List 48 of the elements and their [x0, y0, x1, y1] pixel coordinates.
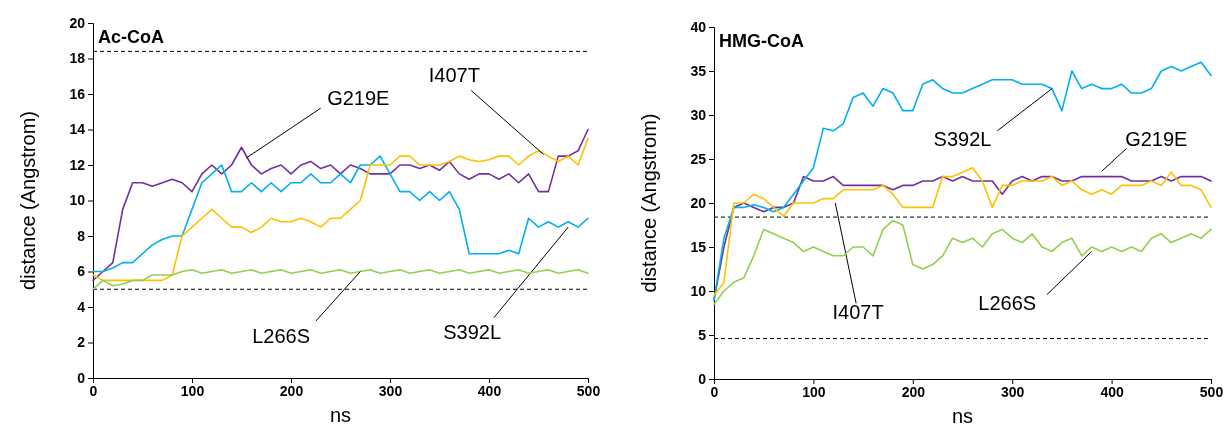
y-tick-label: 4: [77, 298, 86, 315]
text: S392L: [443, 320, 502, 343]
y-tick-label: 14: [69, 121, 86, 138]
y-tick-label: 2: [77, 334, 86, 351]
x-tick-label: 500: [1199, 383, 1224, 400]
y-tick-label: 12: [69, 156, 86, 173]
x-tick-label: 100: [180, 382, 205, 399]
y-tick-label: 0: [77, 369, 86, 386]
y-tick-label: 25: [690, 150, 707, 167]
y-tick-label: 20: [69, 14, 86, 31]
x-tick-label: 200: [901, 383, 926, 400]
y-tick-label: 18: [69, 50, 86, 67]
x-tick-label: 400: [477, 382, 502, 399]
line-series: [92, 268, 589, 291]
chart-title: HMG-CoA: [719, 31, 804, 51]
y-tick-label: 30: [690, 106, 707, 123]
x-tick-label: 100: [802, 383, 826, 400]
x-axis-title: ns: [329, 404, 352, 426]
x-tick-label: 0: [710, 383, 719, 400]
series-label: G219E: [1125, 127, 1188, 150]
x-tick-label: 400: [1100, 383, 1124, 400]
text: L266S: [252, 324, 311, 347]
x-axis-title: ns: [951, 405, 974, 427]
x-tick-label: 300: [378, 382, 403, 399]
text: G219E: [327, 86, 390, 109]
text: L266S: [978, 292, 1037, 315]
text: I407T: [428, 63, 480, 86]
line-series: [92, 155, 589, 273]
y-tick-label: 8: [77, 227, 86, 244]
chart-title: Ac-CoA: [98, 27, 164, 47]
x-tick-label: 300: [1001, 383, 1025, 400]
y-tick-label: 0: [698, 370, 707, 387]
y-tick-label: 16: [69, 85, 86, 102]
y-tick-label: 5: [698, 326, 707, 343]
y-axis-title: distance (Angstrom): [17, 111, 39, 290]
text: I407T: [832, 301, 884, 324]
y-tick-label: 15: [690, 238, 707, 255]
y-tick-label: 20: [690, 194, 707, 211]
y-tick-label: 35: [690, 62, 707, 79]
x-tick-label: 0: [89, 382, 98, 399]
y-tick-label: 6: [77, 263, 86, 280]
series-label: S392L: [933, 127, 992, 150]
y-tick-label: 40: [690, 18, 707, 35]
y-axis-title: distance (Angstrom): [638, 113, 660, 293]
x-tick-label: 500: [576, 382, 601, 399]
x-tick-label: 200: [279, 382, 304, 399]
y-tick-label: 10: [69, 192, 86, 209]
y-tick-label: 10: [690, 282, 707, 299]
